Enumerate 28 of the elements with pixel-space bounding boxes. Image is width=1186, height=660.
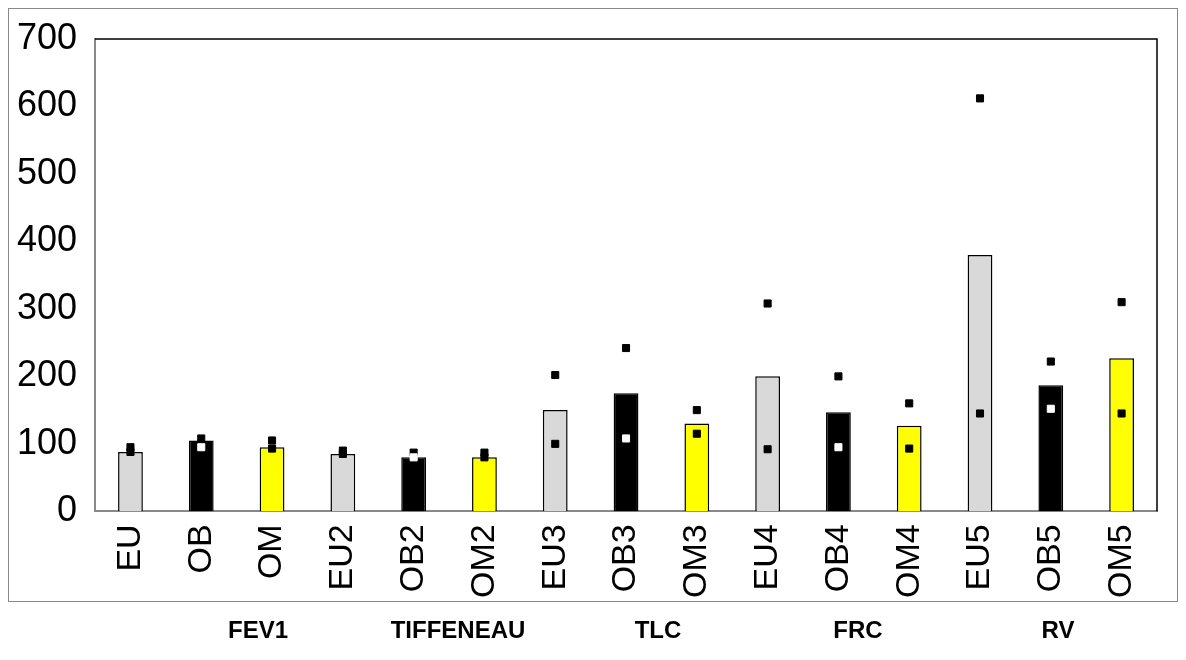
text: TLC bbox=[633, 616, 683, 644]
x-tick-label: OM3 bbox=[675, 524, 714, 599]
y-tick-label: 700 bbox=[16, 15, 78, 57]
x-tick-label: OM4 bbox=[887, 524, 926, 599]
text: FRC bbox=[832, 616, 884, 644]
y-tick-label: 200 bbox=[16, 353, 78, 395]
x-tick-label: EU5 bbox=[958, 524, 997, 591]
x-tick-label: EU4 bbox=[746, 524, 784, 591]
x-tick-label: OM2 bbox=[462, 524, 501, 599]
y-tick-label: 400 bbox=[16, 218, 78, 260]
text: RV bbox=[1040, 616, 1076, 644]
x-tick-label: OB5 bbox=[1029, 524, 1068, 593]
y-tick-label: 600 bbox=[16, 83, 78, 125]
x-tick-label: EU2 bbox=[321, 524, 360, 591]
y-tick-label: 300 bbox=[16, 285, 78, 327]
x-tick-label: EU3 bbox=[533, 524, 572, 591]
x-tick-label: OM5 bbox=[1099, 524, 1138, 599]
x-tick-label: OM bbox=[250, 524, 289, 580]
y-tick-label: 0 bbox=[57, 488, 78, 530]
x-tick-label: EU bbox=[108, 524, 147, 572]
text: FEV1 bbox=[227, 616, 289, 644]
x-tick-label: OB4 bbox=[816, 524, 855, 593]
x-tick-label: OB3 bbox=[604, 524, 643, 593]
y-tick-label: 500 bbox=[16, 150, 78, 192]
text: TIFFENEAU bbox=[389, 616, 527, 644]
y-tick-label: 100 bbox=[16, 420, 78, 462]
x-tick-label: OB2 bbox=[392, 524, 431, 593]
x-tick-label: OB bbox=[179, 524, 218, 574]
